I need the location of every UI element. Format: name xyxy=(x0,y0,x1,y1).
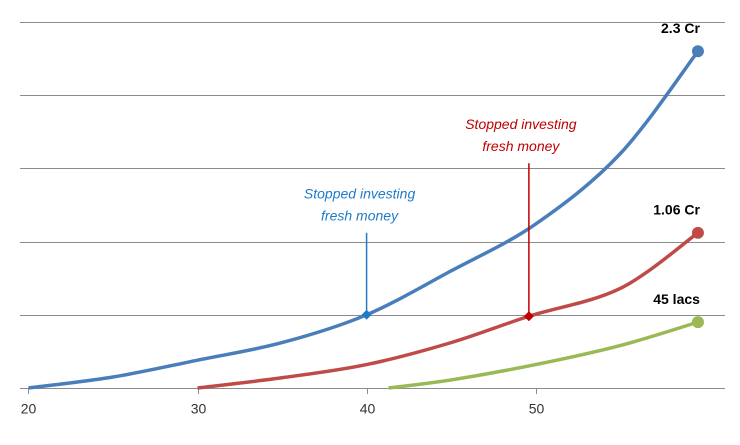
value-label: 2.3 Cr xyxy=(661,20,700,36)
annotation-text: fresh money xyxy=(321,208,399,224)
value-label: 1.06 Cr xyxy=(653,202,700,218)
annotation-marker xyxy=(361,309,372,320)
end-point xyxy=(691,226,704,239)
value-label: 45 lacs xyxy=(653,291,700,307)
series-line xyxy=(197,231,699,390)
series-line xyxy=(28,50,700,390)
annotation-text: Stopped investing xyxy=(465,116,577,132)
series-line xyxy=(388,320,699,390)
x-tick-label: 50 xyxy=(529,401,545,417)
end-point xyxy=(691,316,704,329)
x-tick-label: 20 xyxy=(21,401,37,417)
annotation-text: Stopped investing xyxy=(304,186,416,202)
annotation-text: fresh money xyxy=(482,138,560,154)
x-tick-label: 40 xyxy=(360,401,376,417)
end-point xyxy=(691,45,704,58)
x-tick-label: 30 xyxy=(191,401,207,417)
annotation-marker xyxy=(523,311,534,322)
